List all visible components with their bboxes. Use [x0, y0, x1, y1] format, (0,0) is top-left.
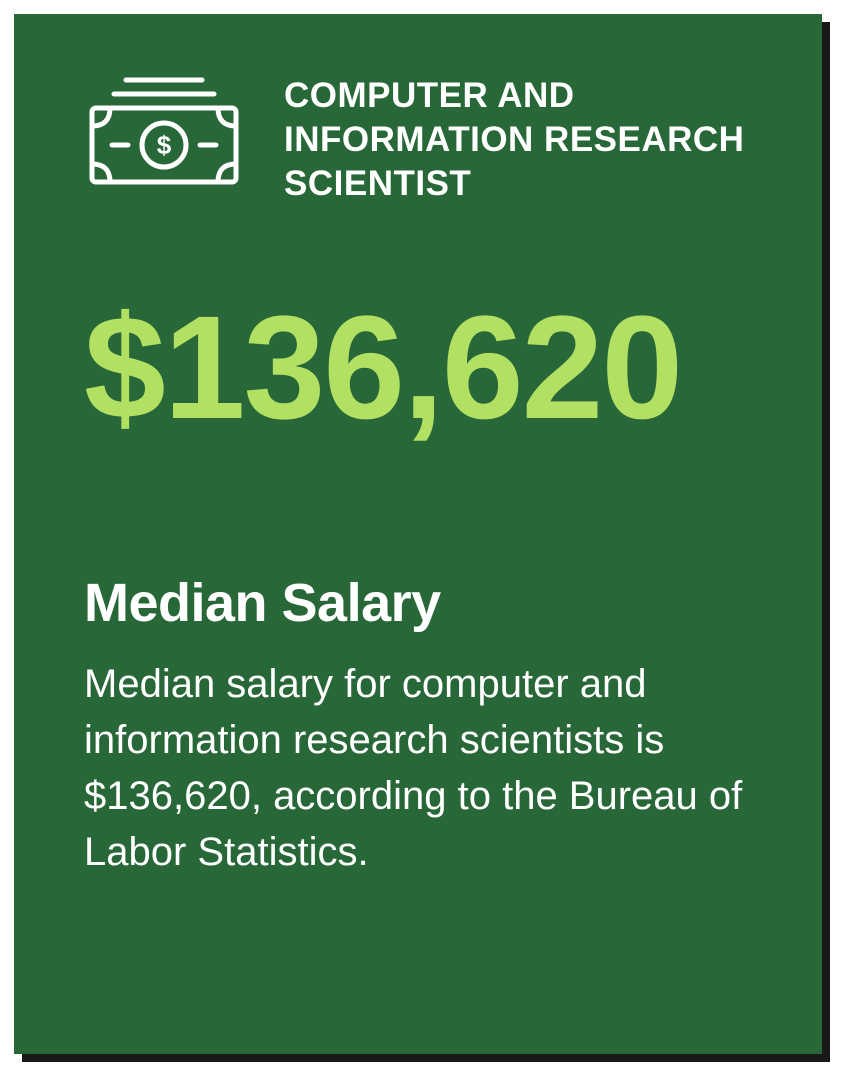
subhead: Median Salary	[84, 572, 762, 634]
salary-amount: $136,620	[84, 295, 762, 442]
card-title: COMPUTER AND INFORMATION RESEARCH SCIENT…	[284, 74, 762, 205]
card-header: $ COMPUTER AND INFORMATION RESEARCH SCIE…	[84, 74, 762, 205]
body-text: Median salary for computer and informati…	[84, 656, 762, 880]
svg-text:$: $	[157, 130, 172, 160]
money-stack-icon: $	[84, 74, 244, 194]
salary-card: $ COMPUTER AND INFORMATION RESEARCH SCIE…	[14, 14, 822, 1054]
